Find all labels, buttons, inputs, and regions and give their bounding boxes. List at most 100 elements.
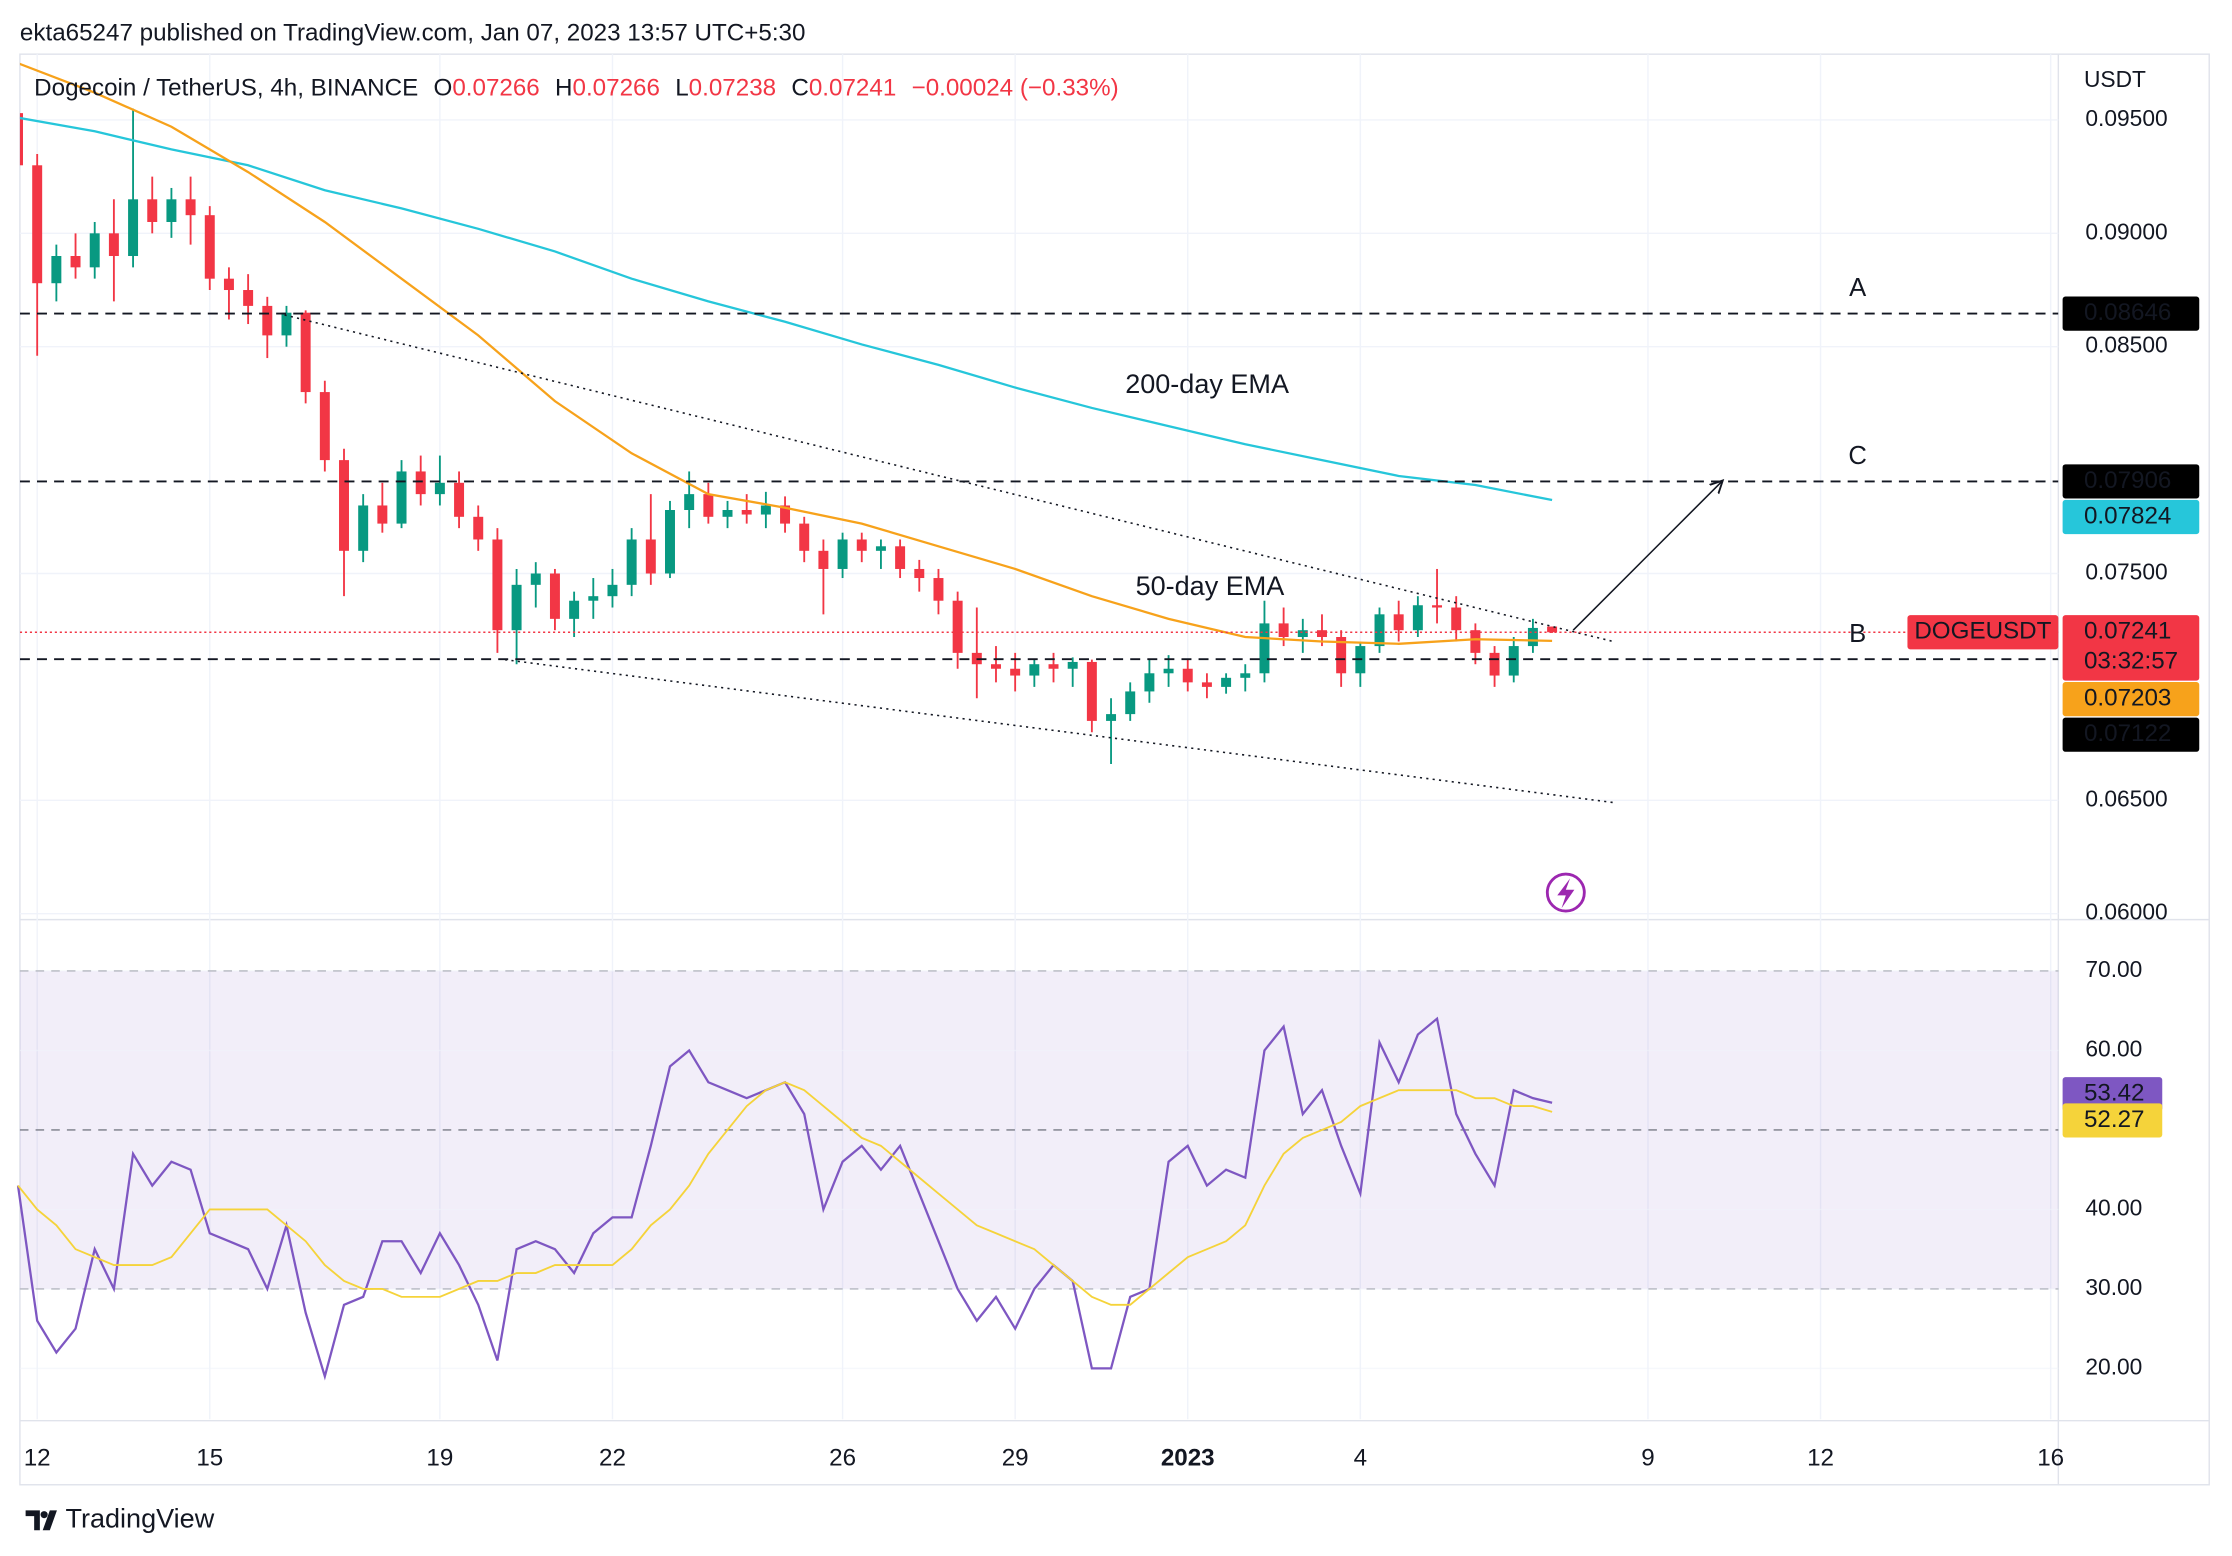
candle-body [1547,626,1558,633]
candle-body [1316,630,1327,637]
candle-body [185,199,196,216]
candle-body [1336,636,1347,674]
x-tick-label: 4 [1354,1445,1367,1472]
price-label-box [2062,296,2200,331]
level-name: B [1849,620,1866,648]
candle-body [818,550,829,569]
ohlc-label: L [675,75,688,102]
candle-body [722,510,733,517]
candle-body [108,233,119,257]
y-tick-label: 0.09000 [2085,218,2167,244]
y-tick-label: 0.06500 [2085,785,2167,811]
candle-body [703,494,714,517]
candle-body [875,546,886,551]
candle-body [991,664,1001,669]
price-label: 0.07906 [2084,467,2171,494]
candle-body [665,510,675,574]
x-tick-label: 9 [1641,1445,1654,1472]
ohlc-value: 0.07266 [573,75,660,102]
candle-body [358,505,369,551]
legend: Dogecoin / TetherUS, 4h, BINANCE O0.0726… [34,75,1119,102]
candle-body [607,584,618,597]
rsi-tick-label: 30.00 [2085,1274,2142,1300]
ohlc-value: 0.07241 [809,75,896,102]
price-label: 0.07241 [2084,618,2171,645]
candle-body [933,578,944,601]
level-name: C [1848,442,1867,470]
candle-body [243,290,254,306]
price-label-box [2062,464,2200,499]
candle-body [1125,691,1136,715]
x-tick-label: 12 [24,1445,51,1472]
alert-bolt[interactable] [1557,878,1575,909]
candle-body [223,278,234,291]
price-label: 0.08646 [2084,299,2171,326]
candle-body [1048,664,1059,669]
candle-body [1489,652,1500,676]
candle-body [1393,614,1404,631]
rsi-tick-label: 70.00 [2085,956,2142,982]
symbol-box [1907,615,2059,650]
candle-body [1086,661,1097,721]
trendline [284,314,1614,643]
frame [19,53,2210,1486]
candle-body [339,460,349,551]
y-tick-label: 0.09500 [2085,105,2167,131]
candle-body [166,199,177,222]
x-tick-label: 22 [599,1445,626,1472]
candle-body [473,516,484,540]
ema-label: 200-day EMA [1125,369,1289,399]
price-label-box [2062,682,2200,717]
x-tick-label: 16 [2037,1445,2064,1472]
candle-body [856,539,867,551]
candle-body [626,539,637,585]
projection-arrow [1572,481,1723,631]
countdown: 03:32:57 [2084,648,2178,675]
alert-icon[interactable] [1545,872,1586,913]
x-tick-label: 12 [1807,1445,1834,1472]
candle-body [549,573,560,619]
candle-body [32,165,43,284]
candle-body [19,113,23,166]
candle-body [147,199,158,222]
candle-body [799,523,810,551]
level-name: A [1849,274,1867,302]
ohlc-label: H [555,75,572,102]
candle-body [1451,607,1462,631]
candle-body [1278,623,1289,637]
candle-body [1067,661,1078,669]
price-label-box [2062,615,2200,681]
rsi-tick-label: 20.00 [2085,1353,2142,1379]
price-label: 0.07122 [2084,720,2171,747]
logo-mark [25,1510,57,1531]
footer-logo [25,1510,57,1531]
candle-body [415,471,426,495]
candle-body [837,539,848,569]
footer-brand: TradingView [65,1503,214,1533]
candle-body [1010,668,1021,676]
rsi-value-box [2062,1077,2163,1112]
ema-label: 50-day EMA [1136,571,1285,601]
candle-body [434,482,445,495]
candle-body [1221,677,1232,687]
symbol-label: DOGEUSDT [1914,618,2051,645]
currency: USDT [2084,66,2146,92]
candle-body [1508,646,1519,676]
change: −0.00024 (−0.33%) [912,75,1119,102]
y-tick-label: 0.07500 [2085,559,2167,585]
candle-body [530,573,541,585]
candle-body [262,305,273,336]
x-tick-label: 26 [829,1445,856,1472]
candle-body [454,482,465,517]
candle-body [684,494,695,511]
candle-body [952,600,963,653]
candle-body [588,596,599,601]
candle-body [1432,605,1443,608]
ohlc-value: 0.07266 [452,75,539,102]
rsi-line [17,1081,1553,1306]
x-tick-label: 15 [196,1445,223,1472]
candle-body [492,539,503,631]
ema-line [19,116,1553,502]
